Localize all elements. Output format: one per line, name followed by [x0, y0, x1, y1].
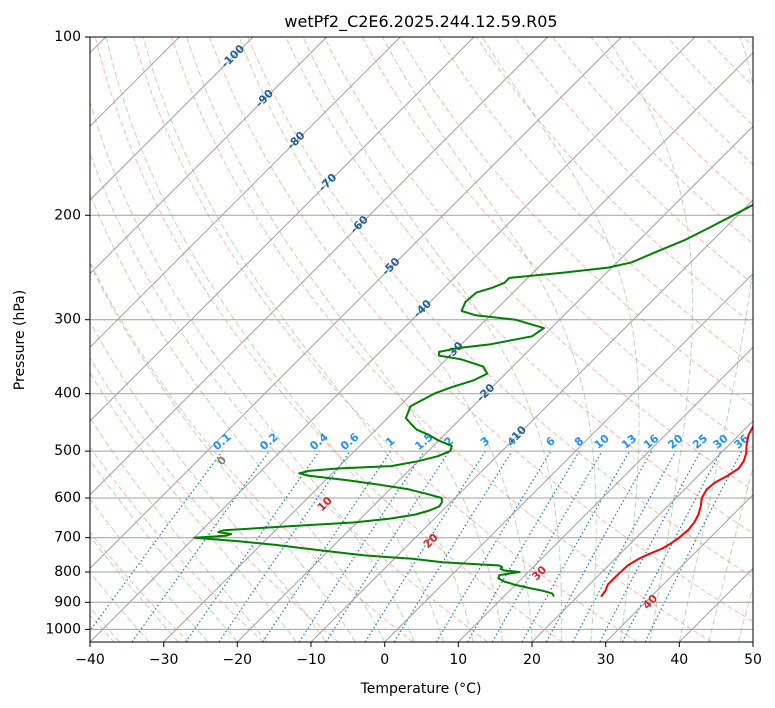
mixing-ratio-lines — [90, 450, 743, 642]
y-axis-label: Pressure (hPa) — [12, 290, 28, 390]
moist-adiabat-line — [90, 192, 386, 642]
moist-adiabat-line — [90, 535, 179, 642]
mixing-ratio-line — [521, 450, 631, 642]
dry-adiabat-line — [590, 37, 753, 205]
x-tick-label: 0 — [380, 652, 389, 668]
mixing-ratio-line — [572, 450, 677, 642]
isotherm-line — [90, 37, 549, 496]
y-tick-label: 300 — [54, 312, 81, 328]
x-tick-label: 20 — [523, 652, 541, 668]
y-tick-label: 900 — [54, 594, 81, 610]
dry-adiabat-line — [171, 37, 712, 642]
y-tick-label: 800 — [54, 564, 81, 580]
mixing-ratio-line — [364, 450, 486, 642]
moist-adiabat-line — [606, 37, 694, 642]
y-tick-label: 700 — [54, 530, 81, 546]
isotherm-line — [457, 346, 753, 642]
dry-adiabat-line — [90, 531, 190, 642]
moist-adiabat-line — [142, 37, 474, 642]
x-axis: −40 −30 −20 −10 0 10 20 30 40 50 — [75, 642, 762, 668]
y-tick-label: 1000 — [45, 621, 81, 637]
x-tick-label: 50 — [744, 652, 762, 668]
dry-adiabat-line — [437, 37, 753, 366]
dry-adiabat-line — [132, 37, 638, 642]
x-tick-label: −10 — [296, 652, 326, 668]
x-tick-label: −20 — [223, 652, 253, 668]
y-axis: 100 200 300 400 500 600 700 800 900 1000 — [45, 29, 90, 637]
y-tick-label: 200 — [54, 207, 81, 223]
moist-adiabat-line — [105, 37, 445, 642]
mixing-ratio-line — [218, 450, 351, 642]
plot-frame — [89, 36, 754, 643]
moist-adiabat-line — [302, 37, 563, 642]
y-tick-label: 100 — [54, 29, 81, 45]
mixing-ratio-line — [491, 450, 603, 642]
dry-adiabat-line — [209, 37, 753, 623]
isotherms — [90, 37, 753, 642]
isotherm-line — [90, 37, 328, 275]
mixing-ratio-line — [325, 450, 450, 642]
mixing-ratio-line — [466, 450, 580, 642]
moist-adiabat-line — [481, 37, 640, 642]
y-tick-label: 500 — [54, 443, 81, 459]
moist-adiabat-line — [90, 417, 268, 642]
x-tick-label: 40 — [670, 652, 688, 668]
dry-adiabat-line — [323, 37, 753, 491]
isotherm-line — [163, 51, 753, 642]
isotherm-line — [90, 37, 401, 349]
dry-adiabat-line — [476, 37, 753, 325]
mixing-ratio-line — [435, 450, 552, 642]
sounding-profiles — [193, 203, 753, 598]
dry-adiabat-line — [94, 37, 563, 642]
y-tick-label: 600 — [54, 490, 81, 506]
mixing-ratio-line — [393, 450, 513, 642]
mixing-ratio-line — [185, 450, 320, 642]
isotherm-line — [90, 37, 622, 570]
isotherm-line — [90, 37, 475, 422]
isotherm-line — [236, 125, 753, 642]
moist-adiabat-line — [381, 37, 597, 642]
dry-adiabat-line — [399, 37, 753, 407]
moist-adiabat-line — [90, 371, 297, 642]
moist-adiabat-line — [186, 37, 503, 642]
x-tick-label: 30 — [597, 652, 615, 668]
dry-adiabat-line — [90, 260, 414, 642]
isotherm-line — [605, 493, 753, 642]
dewpoint-profile-line — [193, 203, 753, 598]
y-tick-label: 400 — [54, 386, 81, 402]
isotherm-line — [531, 420, 753, 642]
mixing-ratio-line — [131, 450, 270, 642]
isotherm-line — [90, 37, 254, 201]
x-axis-label: Temperature (°C) — [360, 681, 482, 697]
isotherm-line — [310, 199, 753, 642]
dry-adiabat-line — [247, 37, 753, 578]
dry-adiabats — [90, 37, 753, 642]
moist-adiabat-line — [90, 262, 356, 642]
isotherm-line — [90, 37, 696, 642]
temperature-profile-line — [600, 424, 753, 598]
x-tick-label: 10 — [449, 652, 467, 668]
chart-title: wetPf2_C2E6.2025.244.12.59.R05 — [284, 12, 557, 32]
moist-adiabat-line — [238, 37, 533, 642]
x-tick-label: −30 — [149, 652, 179, 668]
isotherm-line — [384, 272, 753, 642]
moist-adiabat-line — [678, 37, 753, 642]
moist-adiabat-line — [90, 498, 209, 642]
mixing-ratio-line — [90, 450, 223, 632]
x-tick-label: −40 — [75, 652, 105, 668]
dry-adiabat-line — [552, 37, 753, 245]
moist-adiabat-line — [90, 459, 238, 642]
dry-adiabat-line — [285, 37, 753, 535]
